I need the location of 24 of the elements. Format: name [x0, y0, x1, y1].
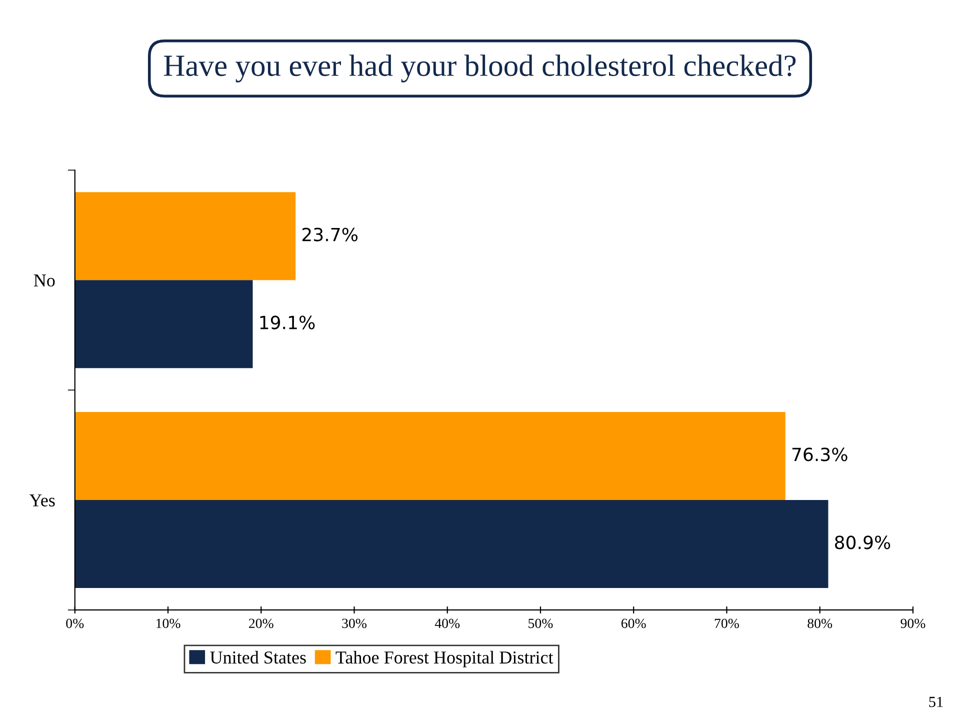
x-tick-label: 90%: [900, 618, 926, 628]
data-label: 19.1%: [260, 316, 315, 330]
bar: [74, 192, 296, 280]
y-tick-label: No: [34, 274, 55, 287]
chart-title: Have you ever had your blood cholesterol checked?: [164, 54, 796, 82]
x-tick-label: 70%: [714, 618, 739, 628]
bar: [74, 412, 786, 500]
x-tick-label: 0%: [66, 618, 84, 628]
legend-label: Tahoe Forest Hospital District: [336, 650, 554, 668]
x-tick-label: 20%: [249, 618, 274, 628]
data-label: 23.7%: [302, 228, 358, 242]
bar: [74, 280, 253, 368]
x-tick-label: 50%: [528, 618, 553, 628]
y-tick-label: Yes: [29, 494, 55, 506]
text: 51: [929, 696, 943, 708]
data-label: 76.3%: [792, 448, 848, 462]
x-tick-label: 40%: [434, 618, 460, 628]
x-tick-label: 30%: [342, 618, 366, 628]
x-tick-label: 10%: [156, 618, 180, 628]
bar: [74, 500, 828, 588]
x-tick-label: 80%: [808, 618, 832, 628]
legend-label: United States: [210, 650, 306, 664]
data-label: 80.9%: [835, 536, 890, 550]
x-tick-label: 60%: [621, 618, 646, 628]
